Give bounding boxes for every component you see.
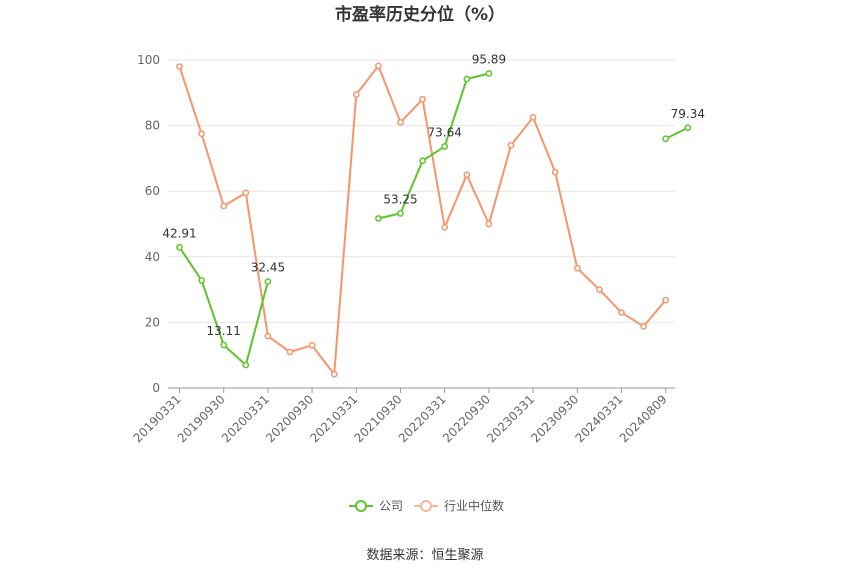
data-point bbox=[308, 342, 316, 349]
data-point bbox=[242, 189, 250, 197]
data-label: 79.34 bbox=[671, 107, 705, 121]
data-label: 13.11 bbox=[207, 324, 241, 338]
legend[interactable]: 公司 行业中位数 bbox=[349, 498, 504, 513]
series-industry-median bbox=[176, 62, 670, 378]
data-point bbox=[419, 157, 426, 165]
data-point bbox=[463, 171, 471, 179]
data-point bbox=[220, 202, 228, 210]
legend-label: 公司 bbox=[379, 499, 403, 513]
data-source: 数据来源：恒生聚源 bbox=[366, 548, 483, 563]
data-point bbox=[330, 370, 338, 378]
chart-title: 市盈率历史分位（%） bbox=[335, 4, 505, 25]
data-point bbox=[573, 264, 581, 272]
legend-item-company[interactable]: 公司 bbox=[349, 499, 403, 513]
series-company bbox=[176, 70, 692, 369]
data-point bbox=[198, 277, 205, 284]
x-tick-label: 20240809 bbox=[617, 392, 670, 445]
data-labels: 42.91 13.11 32.45 53.25 73.64 95.89 79.34 bbox=[162, 52, 705, 338]
data-point bbox=[198, 130, 205, 138]
data-point bbox=[662, 296, 670, 304]
data-point bbox=[684, 124, 692, 132]
data-label: 53.25 bbox=[383, 192, 417, 206]
data-point bbox=[375, 62, 382, 70]
series-line bbox=[378, 72, 490, 220]
legend-marker bbox=[355, 500, 367, 512]
y-tick-label: 40 bbox=[145, 250, 160, 264]
legend-marker bbox=[420, 500, 432, 512]
data-point bbox=[463, 75, 471, 83]
y-tick-label: 100 bbox=[137, 53, 160, 67]
series bbox=[176, 62, 692, 378]
series-line bbox=[665, 126, 689, 140]
data-point bbox=[662, 135, 670, 143]
y-tick-label: 80 bbox=[145, 119, 160, 133]
axes: 0204060801002019033120190930202003312020… bbox=[131, 53, 675, 445]
data-point bbox=[529, 114, 537, 121]
data-point bbox=[419, 96, 426, 103]
data-point bbox=[485, 220, 493, 228]
data-label: 95.89 bbox=[472, 52, 506, 66]
grid-lines bbox=[168, 59, 675, 323]
data-point bbox=[551, 168, 559, 176]
data-point bbox=[640, 322, 647, 330]
y-tick-label: 0 bbox=[152, 381, 160, 395]
data-point bbox=[176, 243, 183, 251]
data-label: 32.45 bbox=[251, 261, 285, 275]
data-point bbox=[441, 223, 449, 231]
data-point bbox=[618, 309, 625, 316]
data-point bbox=[352, 91, 360, 98]
data-point bbox=[397, 209, 404, 217]
data-point bbox=[286, 348, 294, 356]
data-point bbox=[485, 70, 493, 77]
data-point bbox=[441, 143, 449, 150]
data-point bbox=[242, 361, 250, 369]
data-point bbox=[507, 141, 515, 149]
data-label: 42.91 bbox=[162, 226, 196, 240]
data-point bbox=[264, 278, 272, 285]
y-tick-label: 60 bbox=[145, 184, 160, 198]
data-label: 73.64 bbox=[428, 125, 462, 139]
data-point bbox=[397, 118, 404, 126]
y-tick-label: 20 bbox=[145, 315, 160, 329]
data-point bbox=[596, 286, 603, 293]
data-point bbox=[375, 215, 382, 222]
data-point bbox=[220, 341, 228, 349]
data-point bbox=[264, 332, 272, 340]
series-line bbox=[178, 64, 667, 376]
legend-label: 行业中位数 bbox=[444, 498, 504, 513]
data-point bbox=[176, 63, 183, 70]
legend-item-industry-median[interactable]: 行业中位数 bbox=[414, 498, 504, 513]
